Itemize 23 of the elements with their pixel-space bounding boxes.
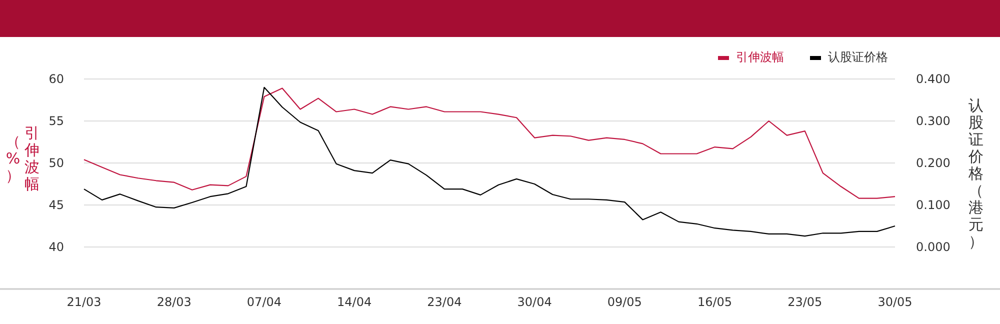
y2-tick-label: 0.100 [916, 198, 950, 212]
y-tick-label: 50 [48, 156, 64, 170]
y2-tick-label: 0.000 [916, 240, 950, 254]
x-tick-label: 09/05 [607, 295, 642, 309]
y2-tick-label: 0.300 [916, 114, 950, 128]
y2-tick-label: 0.400 [916, 72, 950, 86]
y-tick-label: 60 [48, 72, 64, 86]
x-tick-label: 23/04 [427, 295, 462, 309]
x-tick-label: 07/04 [246, 295, 282, 309]
legend-label: 认股证价格 [828, 49, 888, 66]
y-tick-label: 55 [48, 114, 64, 128]
x-tick-label: 14/04 [337, 295, 372, 309]
y2-axis-title: 认股证价格（港元） [968, 96, 984, 250]
x-tick-label: 23/05 [788, 295, 822, 309]
x-tick-label: 21/03 [66, 295, 102, 309]
x-tick-label: 30/05 [878, 295, 912, 309]
y-tick-label: 40 [48, 240, 64, 254]
y2-tick-label: 0.200 [916, 156, 950, 170]
y-tick-label: 45 [48, 198, 64, 212]
legend-label: 引伸波幅 [736, 49, 784, 66]
x-tick-label: 28/03 [156, 295, 192, 309]
x-tick-label: 16/05 [697, 295, 732, 309]
x-tick-label: 30/04 [517, 295, 552, 309]
